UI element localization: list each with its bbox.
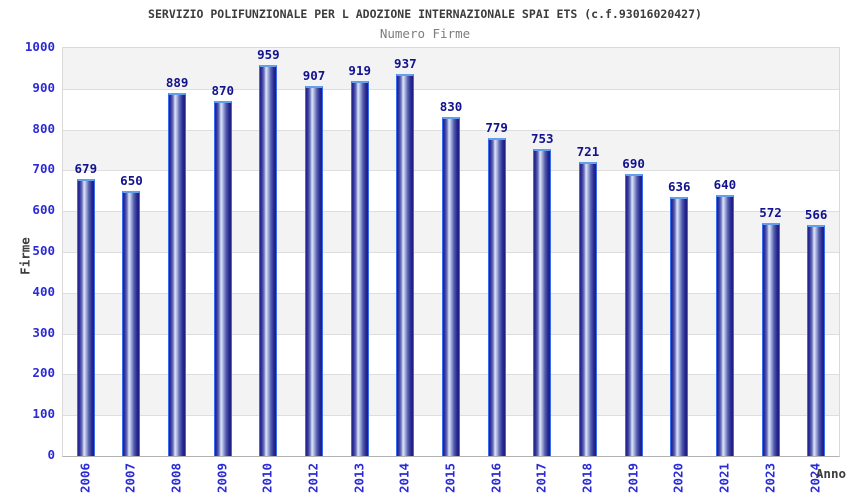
bar-value-label: 889 — [165, 75, 189, 90]
bar-value-label: 870 — [211, 83, 235, 98]
bar-2010 — [259, 65, 277, 456]
x-tick-label: 2007 — [122, 462, 138, 494]
x-tick-label: 2021 — [716, 462, 732, 494]
bar-2007 — [122, 191, 140, 456]
bar-value-label: 636 — [667, 179, 691, 194]
y-tick-label: 100 — [32, 406, 55, 422]
bar-2009 — [214, 101, 232, 456]
bar-value-label: 679 — [74, 161, 98, 176]
gridline — [63, 88, 839, 90]
y-tick-label: 0 — [47, 447, 55, 462]
x-tick-label: 2009 — [214, 462, 230, 494]
x-tick-label: 2019 — [625, 462, 641, 494]
bar-value-label: 721 — [576, 144, 600, 159]
x-tick-label: 2015 — [442, 462, 458, 494]
x-tick-label: 2013 — [351, 462, 367, 494]
bar-2020 — [670, 197, 688, 456]
y-tick-label: 500 — [32, 243, 55, 258]
bar-2015 — [442, 117, 460, 456]
chart-title: SERVIZIO POLIFUNZIONALE PER L ADOZIONE I… — [148, 7, 702, 21]
bar-2021 — [716, 195, 734, 456]
x-tick-label: 2006 — [77, 462, 93, 494]
x-tick-label: 2020 — [670, 462, 686, 494]
bar-2014 — [396, 74, 414, 456]
y-tick-label: 600 — [32, 202, 55, 218]
y-tick-label: 900 — [32, 79, 55, 95]
background-band — [63, 48, 839, 89]
bar-value-label: 959 — [257, 47, 280, 62]
plot-area: 679 650 889 870 959 907 919 937 830 779 753 721 690 6… — [62, 47, 840, 457]
x-axis-label: Anno — [815, 466, 846, 481]
y-tick-label: 700 — [32, 161, 55, 177]
y-tick-label: 200 — [32, 365, 55, 381]
bar-value-label: 779 — [485, 120, 508, 135]
x-tick-label: 2017 — [533, 462, 549, 494]
y-tick-label: 400 — [32, 283, 55, 299]
chart-subtitle: Numero Firme — [379, 26, 471, 41]
bar-value-label: 830 — [439, 99, 463, 114]
y-tick-label: 300 — [32, 324, 55, 340]
bar-value-label: 937 — [394, 56, 417, 71]
bar-2012 — [305, 86, 323, 456]
bar-value-label: 650 — [120, 173, 143, 188]
bar-2019 — [625, 174, 643, 456]
bar-value-label: 640 — [713, 177, 737, 192]
bar-2016 — [488, 138, 506, 456]
bar-2023 — [762, 223, 780, 456]
y-tick-label: 800 — [32, 120, 55, 136]
bar-value-label: 690 — [622, 156, 645, 171]
bar-value-label: 572 — [759, 205, 782, 220]
x-tick-label: 2010 — [259, 462, 275, 494]
bar-2013 — [351, 81, 369, 456]
bar-2008 — [168, 93, 186, 456]
bar-2006 — [77, 179, 95, 456]
x-tick-label: 2014 — [396, 462, 412, 494]
x-tick-label: 2008 — [168, 462, 184, 494]
bar-2018 — [579, 162, 597, 456]
y-tick-label: 1000 — [24, 39, 55, 54]
bar-value-label: 753 — [530, 131, 554, 146]
bar-value-label: 566 — [804, 207, 828, 222]
bar-2024 — [807, 225, 825, 456]
bar-value-label: 919 — [348, 63, 371, 78]
x-tick-label: 2023 — [762, 462, 778, 494]
bar-2017 — [533, 149, 551, 456]
x-tick-label: 2018 — [579, 462, 595, 494]
x-tick-label: 2016 — [488, 462, 504, 494]
x-tick-label: 2012 — [305, 462, 321, 494]
bar-value-label: 907 — [302, 68, 326, 83]
